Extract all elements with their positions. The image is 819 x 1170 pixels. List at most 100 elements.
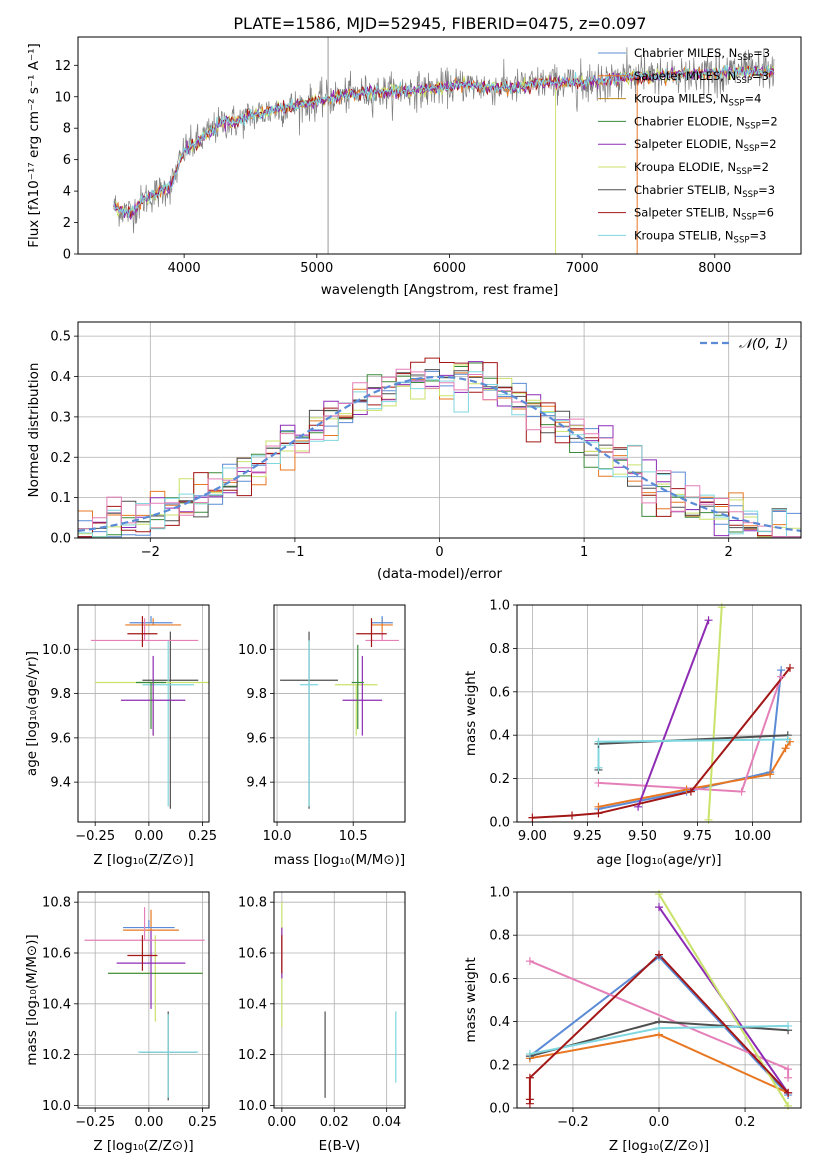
y-tick-label: 0.6: [489, 685, 510, 700]
series-line: [707, 607, 723, 820]
series-marker: [777, 672, 786, 681]
x-axis-label: (data-model)/error: [377, 566, 503, 582]
y-tick-label: 0.4: [489, 729, 510, 744]
y-tick-label: 10.8: [42, 896, 71, 911]
y-axis-label: mass [log₁₀(M/M⊙)]: [24, 934, 40, 1065]
x-tick-label: 5000: [300, 261, 333, 276]
series-marker: [704, 815, 713, 824]
axes-frame: [77, 891, 210, 1109]
x-tick-label: 6000: [433, 261, 466, 276]
y-tick-label: 0.4: [489, 1015, 510, 1030]
legend-label: Chabrier MILES, NSSP=3: [634, 46, 770, 63]
x-tick-label: 0.04: [372, 1115, 401, 1130]
x-axis-label: Z [log₁₀(Z/Z⊙)]: [93, 1138, 193, 1154]
series-marker: [655, 1024, 663, 1033]
series-marker: [783, 735, 792, 744]
x-tick-label: 4000: [168, 261, 201, 276]
y-tick-label: 10.0: [238, 643, 267, 658]
y-tick-label: 8: [63, 122, 71, 137]
series-marker: [686, 787, 695, 796]
series-marker: [568, 811, 577, 820]
x-tick-label: −1: [285, 545, 304, 560]
series-marker: [784, 1101, 793, 1110]
plot-area: [78, 357, 801, 538]
plot-area: [281, 902, 397, 1098]
y-tick-label: 10.8: [238, 896, 267, 911]
y-tick-label: 9.6: [246, 731, 267, 746]
legend-label: Salpeter STELIB, NSSP=6: [634, 206, 774, 223]
axes-frame: [77, 604, 210, 823]
x-tick-label: −0.25: [75, 1115, 115, 1130]
x-tick-label: 0.0: [649, 1115, 670, 1130]
chart-title: PLATE=1586, MJD=52945, FIBERID=0475, z=0…: [233, 14, 646, 33]
legend-label: Kroupa STELIB, NSSP=3: [634, 228, 766, 245]
x-tick-label: 7000: [566, 261, 599, 276]
x-tick-label: 0.02: [320, 1115, 349, 1130]
plot-area: [90, 616, 209, 809]
x-axis-label: Z [log₁₀(Z/Z⊙)]: [93, 852, 193, 868]
x-tick-label: 10.00: [734, 829, 771, 844]
y-axis-label: mass weight: [463, 957, 479, 1042]
y-tick-label: 10.0: [42, 643, 71, 658]
x-tick-label: 9.50: [628, 829, 657, 844]
x-axis-label: age [log₁₀(age/yr)]: [596, 852, 721, 868]
legend-label: Chabrier ELODIE, NSSP=2: [634, 114, 778, 131]
x-tick-label: 0.25: [188, 1115, 217, 1130]
plot-area: [532, 607, 791, 820]
series-marker: [784, 1088, 793, 1097]
y-tick-label: 0.8: [489, 929, 510, 944]
legend-label: Kroupa MILES, NSSP=4: [634, 92, 761, 109]
y-axis-label: mass weight: [463, 671, 479, 756]
y-axis-label: age [log₁₀(age/yr)]: [24, 651, 40, 776]
y-tick-label: 9.4: [246, 776, 267, 791]
x-tick-label: 0.2: [735, 1115, 756, 1130]
series-marker: [766, 770, 775, 779]
y-tick-label: 0.2: [50, 451, 71, 466]
y-tick-label: 10.6: [42, 946, 71, 961]
x-tick-label: 2: [725, 545, 733, 560]
y-tick-label: 10.4: [42, 997, 71, 1012]
y-tick-label: 0.3: [50, 410, 71, 425]
series-marker: [655, 890, 663, 899]
y-tick-label: 10.4: [238, 997, 267, 1012]
x-axis-label: mass [log₁₀(M/M⊙)]: [274, 852, 405, 868]
series-marker: [655, 903, 663, 912]
x-tick-label: 0: [435, 545, 443, 560]
x-tick-label: 0.00: [267, 1115, 296, 1130]
y-tick-label: 0.0: [489, 1102, 510, 1117]
x-tick-label: −0.2: [557, 1115, 589, 1130]
series-marker: [655, 950, 663, 959]
y-tick-label: 0.2: [489, 772, 510, 787]
y-tick-label: 0.0: [489, 816, 510, 831]
y-tick-label: 10.2: [42, 1048, 71, 1063]
series-marker: [784, 1073, 793, 1082]
series-marker: [784, 1065, 793, 1074]
series-marker: [525, 957, 534, 966]
axes-frame: [273, 891, 406, 1109]
series-marker: [634, 802, 643, 811]
series-line: [658, 893, 789, 1107]
series-marker: [594, 778, 603, 787]
y-tick-label: 0.5: [50, 330, 71, 345]
y-axis-label: Flux [fλ10⁻¹⁷ erg cm⁻² s⁻¹ A⁻¹]: [26, 43, 42, 248]
x-axis-label: wavelength [Angstrom, rest frame]: [321, 282, 559, 298]
legend-label: 𝒩(0, 1): [739, 336, 788, 352]
plot-area: [280, 616, 399, 809]
series-line: [597, 738, 788, 768]
model-spectrum-line: [113, 65, 775, 221]
y-tick-label: 0.6: [489, 972, 510, 987]
y-tick-label: 10.2: [238, 1048, 267, 1063]
y-tick-label: 12: [54, 59, 71, 74]
y-axis-label: Normed distribution: [26, 363, 42, 498]
series-marker: [525, 1095, 534, 1104]
legend-label: Salpeter MILES, NSSP=3: [634, 69, 769, 86]
y-tick-label: 9.4: [50, 776, 71, 791]
x-tick-label: 8000: [698, 261, 731, 276]
series-marker: [594, 763, 603, 772]
axes-frame: [516, 891, 802, 1109]
series-marker: [781, 744, 790, 753]
y-tick-label: 0.4: [50, 370, 71, 385]
y-tick-label: 9.8: [50, 687, 71, 702]
x-tick-label: 0.00: [134, 829, 163, 844]
